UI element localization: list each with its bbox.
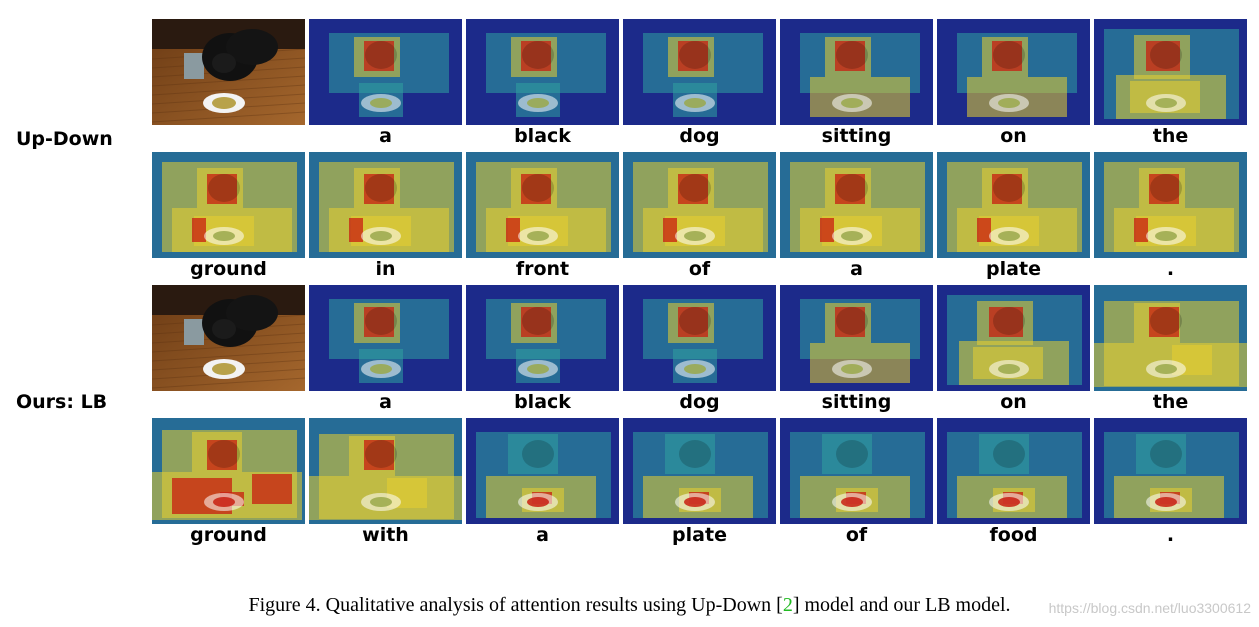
caption-word: plate	[986, 258, 1041, 280]
caption-word: sitting	[821, 391, 892, 413]
attention-map	[1094, 285, 1247, 391]
caption-word: the	[1152, 125, 1189, 147]
attention-map	[309, 19, 462, 125]
attention-map	[309, 418, 462, 524]
attention-map	[152, 418, 305, 524]
watermark: https://blog.csdn.net/luo3300612	[1048, 600, 1251, 616]
figure-caption: Figure 4. Qualitative analysis of attent…	[0, 594, 1259, 617]
attention-map	[466, 152, 619, 258]
attention-map	[937, 418, 1090, 524]
caption-word: a	[850, 258, 863, 280]
caption-word: front	[515, 258, 570, 280]
attention-map	[1094, 418, 1247, 524]
attention-map	[1094, 19, 1247, 125]
input-photo	[152, 285, 305, 391]
caption-word: of	[688, 258, 711, 280]
caption-word: a	[379, 391, 392, 413]
attention-map	[623, 285, 776, 391]
caption-suffix: ] model and our LB model.	[792, 594, 1011, 616]
caption-word: the	[1152, 391, 1189, 413]
row-label: Ours: LB	[16, 391, 108, 413]
caption-word: sitting	[821, 125, 892, 147]
caption-word: plate	[672, 524, 727, 546]
caption-prefix: Figure 4. Qualitative analysis of attent…	[248, 594, 783, 616]
caption-word: on	[1000, 391, 1027, 413]
caption-word: dog	[679, 391, 720, 413]
caption-word: .	[1166, 258, 1175, 280]
caption-word: ground	[190, 258, 267, 280]
attention-map	[466, 285, 619, 391]
attention-map	[623, 152, 776, 258]
attention-map	[309, 285, 462, 391]
caption-word: food	[989, 524, 1038, 546]
row-label: Up-Down	[16, 128, 113, 150]
caption-word: in	[375, 258, 396, 280]
attention-map	[780, 285, 933, 391]
caption-word: a	[536, 524, 549, 546]
attention-map	[780, 19, 933, 125]
attention-map	[780, 418, 933, 524]
caption-word: with	[362, 524, 409, 546]
caption-word: black	[514, 125, 571, 147]
caption-word: of	[845, 524, 868, 546]
attention-map	[1094, 152, 1247, 258]
attention-map	[623, 418, 776, 524]
caption-word: on	[1000, 125, 1027, 147]
attention-map	[466, 418, 619, 524]
caption-word: a	[379, 125, 392, 147]
input-photo	[152, 19, 305, 125]
attention-map	[309, 152, 462, 258]
caption-word: .	[1166, 524, 1175, 546]
attention-map	[466, 19, 619, 125]
attention-map	[152, 152, 305, 258]
caption-word: black	[514, 391, 571, 413]
caption-word: ground	[190, 524, 267, 546]
attention-map	[623, 19, 776, 125]
attention-map	[780, 152, 933, 258]
attention-map	[937, 19, 1090, 125]
attention-map	[937, 285, 1090, 391]
attention-map	[937, 152, 1090, 258]
citation-link[interactable]: 2	[782, 594, 793, 616]
caption-word: dog	[679, 125, 720, 147]
